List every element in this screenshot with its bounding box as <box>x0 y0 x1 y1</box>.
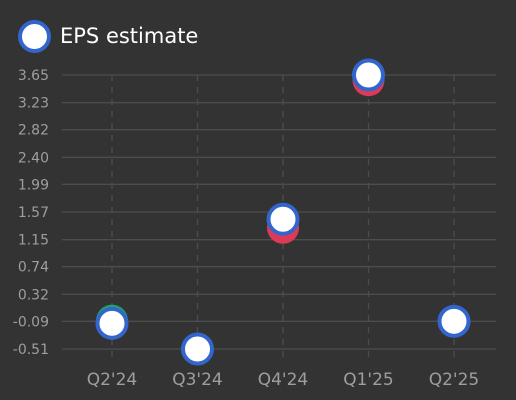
y-tick-label-5: 1.57 <box>18 205 49 221</box>
y-tick-label-2: 2.82 <box>18 123 49 139</box>
estimate-point-3 <box>352 58 385 92</box>
estimate-point-0 <box>95 306 129 340</box>
x-tick-label-1: Q3'24 <box>172 370 223 390</box>
legend-label-eps-estimate: EPS estimate <box>60 24 199 48</box>
estimate-point-1 <box>181 332 214 366</box>
y-tick-label-10: -0.51 <box>13 342 49 358</box>
y-tick-label-3: 2.40 <box>18 150 49 166</box>
x-tick-label-3: Q1'25 <box>343 370 394 390</box>
x-tick-label-2: Q4'24 <box>258 370 309 390</box>
legend: EPS estimate <box>18 19 198 53</box>
y-tick-label-1: 3.23 <box>18 96 49 112</box>
estimate-point-4 <box>437 304 471 338</box>
y-tick-label-6: 1.15 <box>18 233 49 249</box>
y-tick-label-0: 3.65 <box>18 68 49 84</box>
legend-marker-eps-estimate <box>18 19 51 53</box>
y-tick-label-4: 1.99 <box>18 177 49 193</box>
y-tick-label-8: 0.32 <box>18 287 49 303</box>
x-tick-label-0: Q2'24 <box>87 370 138 390</box>
estimate-point-2 <box>266 202 300 236</box>
y-tick-label-7: 0.74 <box>18 260 49 276</box>
x-tick-label-4: Q2'25 <box>429 370 480 390</box>
y-tick-label-9: -0.09 <box>13 314 49 330</box>
